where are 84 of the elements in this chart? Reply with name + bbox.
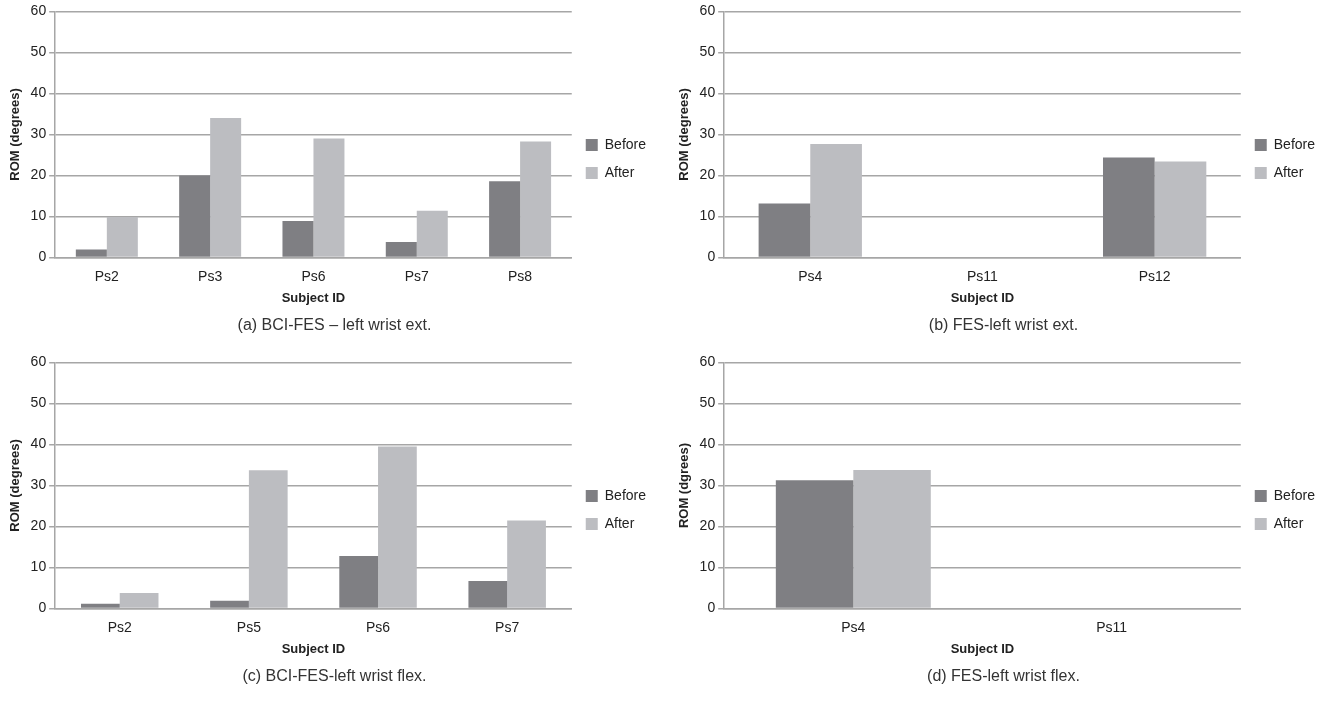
y-tick-label: 60 (30, 2, 47, 19)
bar (210, 600, 249, 608)
bar (179, 175, 211, 257)
y-tick-label: 40 (699, 435, 716, 452)
x-tick-label: Ps8 (508, 267, 533, 284)
text: (a) BCI-FES – left wrist ext. (236, 316, 433, 334)
y-tick-label: 20 (699, 166, 716, 183)
y-tick-label: 30 (30, 476, 47, 493)
y-tick-label: 40 (699, 84, 716, 101)
y-axis-title: ROM (degrees) (7, 439, 23, 532)
x-tick-label: Ps3 (198, 267, 223, 284)
y-tick-label: 10 (30, 207, 47, 224)
x-axis-title: Subject ID (950, 289, 1015, 305)
bar (520, 141, 552, 257)
y-tick-label: 50 (699, 43, 716, 60)
bar (210, 118, 242, 257)
y-tick-label: 40 (30, 84, 47, 101)
bar (81, 603, 120, 608)
x-axis-title: Subject ID (281, 640, 346, 656)
x-axis-title: Subject ID (950, 640, 1015, 656)
legend-label: After (1273, 514, 1304, 531)
x-tick-label: Ps6 (301, 267, 326, 284)
y-tick-label: 60 (699, 353, 716, 370)
legend-label: After (604, 514, 635, 531)
bar (385, 242, 417, 257)
y-tick-label: 0 (707, 599, 716, 616)
y-tick-label: 30 (699, 476, 716, 493)
legend-label: Before (1273, 135, 1316, 152)
text: (d) FES-left wrist flex. (926, 667, 1081, 685)
bar (313, 138, 345, 257)
y-tick-label: 30 (30, 125, 47, 142)
bar (75, 249, 107, 257)
y-axis-title: ROM (degrees) (7, 88, 23, 181)
y-tick-label: 0 (707, 248, 716, 265)
x-tick-label: Ps7 (404, 267, 430, 284)
x-tick-label: Ps6 (365, 618, 391, 635)
text: (b) FES-left wrist ext. (927, 316, 1080, 334)
bar (282, 221, 314, 257)
bar (1154, 161, 1207, 257)
y-tick-label: 60 (30, 353, 47, 370)
y-tick-label: 30 (699, 125, 716, 142)
bar (810, 143, 862, 257)
bar (758, 203, 811, 257)
x-tick-label: Ps11 (1096, 618, 1128, 635)
y-tick-label: 40 (30, 435, 47, 452)
x-axis-title: Subject ID (281, 289, 346, 305)
y-tick-label: 50 (30, 43, 47, 60)
y-tick-label: 20 (699, 517, 716, 534)
y-tick-label: 10 (30, 558, 47, 575)
text: (c) BCI-FES-left wrist flex. (241, 667, 428, 685)
bar (106, 216, 138, 257)
x-tick-label: Ps7 (495, 618, 520, 635)
y-axis-title: ROM (dgrees) (676, 442, 692, 529)
x-tick-label: Ps2 (107, 618, 133, 635)
legend-label: Before (604, 486, 647, 503)
y-tick-label: 50 (30, 394, 47, 411)
bar (339, 556, 379, 608)
bar (1103, 157, 1155, 257)
legend-label: After (1273, 163, 1304, 180)
bar (489, 181, 521, 257)
y-tick-label: 0 (38, 248, 47, 265)
legend-label: Before (1273, 486, 1316, 503)
bar (468, 581, 508, 608)
x-tick-label: Ps12 (1138, 267, 1171, 284)
x-tick-label: Ps4 (841, 618, 866, 635)
y-tick-label: 10 (699, 207, 716, 224)
bar (507, 520, 546, 608)
y-axis-title: ROM (degrees) (676, 88, 692, 181)
y-tick-label: 0 (38, 599, 47, 616)
bar (378, 446, 417, 608)
y-tick-label: 50 (699, 394, 716, 411)
y-tick-label: 10 (699, 558, 716, 575)
y-tick-label: 20 (30, 517, 47, 534)
bar (416, 210, 448, 257)
y-tick-label: 20 (30, 166, 47, 183)
legend-label: After (604, 163, 635, 180)
x-tick-label: Ps5 (236, 618, 262, 635)
bar (119, 593, 159, 608)
legend-label: Before (604, 135, 647, 152)
x-tick-label: Ps2 (94, 267, 120, 284)
y-tick-label: 60 (699, 2, 716, 19)
x-tick-label: Ps11 (967, 267, 999, 284)
x-tick-label: Ps4 (798, 267, 823, 284)
bar (248, 470, 288, 608)
